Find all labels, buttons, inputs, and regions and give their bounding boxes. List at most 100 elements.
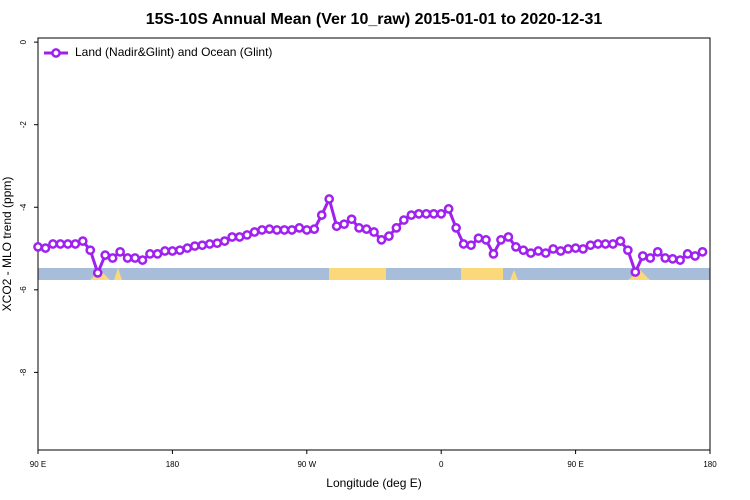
x-tick-label: 180 [703, 460, 717, 469]
data-point [443, 204, 454, 214]
data-point [167, 246, 178, 256]
data-point [630, 267, 641, 277]
surface-mask [38, 268, 710, 280]
y-tick-label: -2 [19, 121, 28, 129]
data-point [70, 239, 81, 249]
data-point [294, 223, 305, 233]
data-point [376, 235, 387, 245]
data-point [287, 225, 297, 235]
data-point [682, 249, 693, 259]
data-point [272, 225, 282, 235]
data-point [690, 251, 700, 261]
data-point [623, 245, 633, 256]
data-point [458, 239, 469, 249]
data-point [227, 232, 237, 242]
data-point [92, 268, 103, 278]
y-tick-label: -4 [19, 203, 28, 211]
data-point [391, 223, 402, 233]
data-point [301, 225, 312, 235]
data-point [525, 248, 536, 258]
y-tick-label: -8 [19, 368, 28, 376]
y-axis-label: XCO2 - MLO trend (ppm) [0, 177, 14, 312]
data-point [481, 235, 491, 245]
data-point [533, 246, 544, 256]
chart-title: 15S-10S Annual Mean (Ver 10_raw) 2015-01… [146, 11, 603, 28]
data-point [451, 223, 461, 233]
data-point [555, 246, 566, 256]
data-point [428, 209, 439, 219]
data-point [212, 238, 223, 249]
data-point [570, 243, 581, 253]
data-point [511, 242, 521, 252]
data-point [339, 219, 349, 230]
data-point [122, 253, 133, 263]
data-point [496, 235, 506, 245]
data-point [152, 249, 163, 259]
data-point [518, 245, 529, 256]
data-point [361, 224, 372, 234]
data-point [421, 209, 432, 219]
data-point [242, 230, 252, 240]
data-point [660, 253, 671, 263]
data-point [197, 240, 208, 251]
data-point [48, 239, 58, 249]
data-point [675, 255, 685, 265]
data-point [204, 239, 215, 249]
data-point [279, 225, 290, 235]
data-point [473, 233, 484, 244]
y-tick-label: -6 [19, 286, 28, 294]
data-point [324, 194, 335, 204]
data-point [369, 227, 379, 237]
x-axis-label: Longitude (deg E) [326, 476, 421, 490]
data-point [413, 209, 424, 219]
data-point [160, 246, 170, 256]
data-point [316, 210, 327, 220]
legend-marker [51, 48, 61, 58]
data-point [578, 244, 588, 254]
x-tick-label: 90 W [297, 460, 316, 469]
x-tick-label: 90 E [567, 460, 583, 469]
x-tick-label: 90 E [30, 460, 46, 469]
data-point [264, 224, 275, 234]
x-tick-label: 0 [439, 460, 444, 469]
data-point [309, 224, 320, 234]
data-point [585, 240, 596, 251]
data-point [55, 239, 66, 249]
data-point [406, 210, 417, 220]
data-point [436, 209, 447, 219]
data-point [63, 239, 73, 249]
data-point [645, 253, 656, 263]
data-point [257, 225, 267, 235]
data-point [548, 244, 559, 254]
data-point [137, 255, 148, 265]
data-point [615, 236, 626, 246]
data-point [40, 243, 51, 253]
data-point [600, 239, 611, 249]
data-point [503, 232, 514, 242]
data-point [189, 241, 200, 251]
data-point [354, 223, 364, 233]
land-strip [329, 268, 386, 280]
data-point [219, 236, 230, 246]
data-point [85, 245, 96, 256]
data-point [563, 244, 573, 254]
data-point [466, 240, 476, 251]
data-point [488, 249, 499, 259]
data-point [652, 246, 663, 257]
data-point [346, 214, 357, 225]
data-point [399, 215, 409, 225]
data-point [593, 239, 603, 249]
data-point [331, 221, 342, 232]
data-point [77, 236, 88, 246]
data-point [667, 254, 678, 264]
data-point [540, 248, 551, 258]
x-tick-label: 180 [166, 460, 180, 469]
data-point [637, 251, 648, 261]
land-strip [510, 270, 518, 280]
data-point [608, 239, 618, 249]
data-point [130, 253, 140, 263]
data-point [697, 246, 708, 257]
data-point [384, 231, 394, 242]
data-point [175, 245, 185, 256]
